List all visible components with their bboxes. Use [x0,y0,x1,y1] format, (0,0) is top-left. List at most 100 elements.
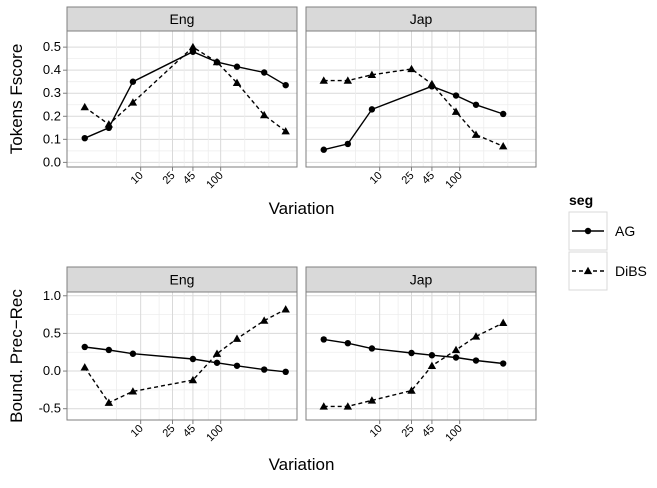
panel-top-y-tick-label: 0.2 [43,108,61,123]
panel-bottom-eng-series-dibs-point [80,363,89,371]
panel-top-y-axis-title: Tokens Fscore [7,44,26,155]
panel-top-jap-series-ag-point [368,106,376,113]
panel-top-x-axis-title: Variation [269,199,335,218]
panel-bottom-jap-series-dibs-point [367,396,377,404]
panel-bottom-eng-series-ag-line [84,346,286,373]
panel-top-y-tick-label: 0.1 [43,131,61,146]
panel-top-eng-x-tick-label: 45 [181,170,198,187]
panel-top-y-tick-label: 0.5 [43,39,61,54]
panel-bottom-y-tick-label: 1.0 [43,288,61,303]
panel-bottom-eng-border [66,291,298,421]
panel-bottom-jap-series-dibs-point [498,318,508,327]
panel-bottom-eng-series-ag-point [129,350,137,357]
panel-bottom-eng-x-tick-label: 10 [129,423,146,440]
panel-bottom-jap-series-dibs-point [343,402,353,410]
panel-bottom-y-tick-label: -0.5 [39,401,61,416]
panel-bottom-jap-series-ag-point [452,354,460,361]
panel-bottom-eng-series-dibs-point [232,334,242,342]
panel-bottom-jap-series-dibs-point [319,402,328,410]
panel-top-jap-series-dibs-point [427,79,437,88]
panel-bottom-eng-series-ag-point [105,346,113,354]
panel-bottom-jap-strip [305,266,537,293]
panel-top-jap-series-dibs-point [407,64,416,73]
panel-bottom-jap-series-ag-point [408,349,415,357]
panel-top-jap-series-dibs-line [323,68,504,147]
panel-top-eng-series-dibs-line [84,46,287,132]
panel-top-jap-series-dibs-point [343,76,353,84]
panel-top-eng-series-dibs-point [281,127,290,135]
panel-bottom-eng-x-tick-label: 45 [181,423,198,440]
panel-bottom-jap-background [306,292,536,420]
panel-top-eng-strip [66,6,298,32]
panel-bottom-eng-series-ag-point [282,368,289,376]
panel-top-eng-x-tick-label: 100 [204,170,225,191]
panel-top-jap-x-tick-label: 10 [368,170,385,187]
panel-bottom-jap-series-dibs-point [451,345,461,354]
panel-top-y-tick-label: 0.0 [43,154,61,169]
panel-top-eng-series-dibs-point [212,57,222,66]
panel-bottom-eng-series-ag-point [233,362,241,369]
panel-top-jap-series-ag-point [499,110,507,118]
panel-bottom-eng-background [67,292,297,420]
panel-bottom-eng-series-ag-point [81,343,88,351]
panel-bottom-eng-series-dibs-point [212,349,222,357]
panel-top-eng-series-dibs-point [188,42,198,51]
panel-bottom-eng-series-dibs-point [104,398,114,406]
panel-top-jap-border [305,30,537,168]
panel-top-eng-series-dibs-point [259,110,269,119]
panel-top-eng-series-ag-point [233,63,241,70]
panel-bottom-eng-series-ag-point [189,355,197,363]
panel-bottom-jap-strip-label: Jap [410,272,433,288]
panel-bottom-eng-x-tick-label: 25 [160,423,177,440]
panel-bottom-jap-x-tick-label: 25 [399,423,416,440]
panel-bottom-eng-series-dibs-point [281,305,290,313]
panel-top-eng-series-ag-point [260,69,268,76]
panel-top-eng-x-tick-label: 10 [129,170,146,187]
panel-top-eng-series-dibs-point [80,102,89,111]
panel-top-jap-series-ag-point [344,140,352,148]
panel-top-eng-strip-label: Eng [170,11,195,27]
panel-bottom-eng-series-ag-point [260,366,268,373]
panel-top-jap-x-tick-label: 100 [443,170,464,191]
panel-top-eng-series-ag-point [129,78,137,85]
panel-top-jap-x-tick-label: 25 [399,170,416,187]
panel-top-eng-border [66,30,298,168]
panel-top-y-tick-label: 0.3 [43,85,61,100]
panel-bottom-jap-series-ag-point [368,345,376,352]
panel-bottom-jap-series-dibs-point [427,361,437,369]
panel-top-jap-series-dibs-point [367,70,377,78]
panel-top-eng-x-tick-label: 25 [160,170,177,187]
panel-bottom-jap-series-ag-point [499,360,507,367]
panel-bottom-jap-x-tick-label: 100 [443,423,464,444]
panel-top-jap-series-ag-point [472,101,480,108]
panel-top-jap-strip-label: Jap [410,11,433,27]
panel-bottom-eng-series-dibs-point [188,375,198,384]
legend-key-circle-marker [584,227,592,235]
panel-top-eng-background [67,31,297,167]
legend-item-label: DiBS [615,263,647,279]
panel-bottom-eng-x-tick-label: 100 [204,423,225,444]
panel-bottom-jap-series-ag-point [472,357,480,364]
panel-bottom-jap-x-tick-label: 45 [420,423,437,440]
panel-bottom-eng-series-ag-point [213,359,221,366]
panel-bottom-jap-series-ag-point [344,340,352,347]
panel-top-eng-series-ag-point [282,81,289,89]
panel-top-jap-series-ag-point [320,146,327,153]
panel-top-jap-series-dibs-point [471,130,481,138]
legend-title: seg [569,192,593,208]
panel-top-eng-series-dibs-point [232,78,242,87]
panel-bottom-y-tick-label: 0.5 [43,325,61,340]
panel-bottom-jap-series-ag-line [323,338,504,365]
panel-bottom-jap-series-ag-point [320,336,327,343]
panel-bottom-y-tick-label: 0.0 [43,363,61,378]
panel-top-jap-series-ag-point [452,92,460,99]
panel-bottom-eng-series-dibs-point [128,387,138,395]
legend-item-label: AG [615,223,635,239]
panel-top-jap-strip [305,6,537,32]
panel-top-eng-series-dibs-point [128,98,138,106]
panel-top-eng-series-dibs-point [104,120,114,128]
panel-top-jap-series-dibs-point [451,107,461,115]
legend-key-triangle-marker [583,266,593,275]
